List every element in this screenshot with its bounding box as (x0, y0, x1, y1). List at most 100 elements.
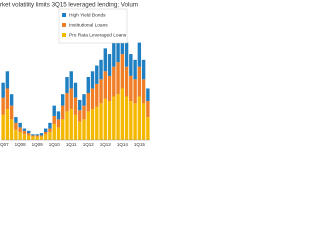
bar-segment (61, 105, 65, 120)
bar-segment (124, 42, 129, 67)
bar-segment (65, 111, 69, 140)
bar-segment (22, 128, 27, 131)
bar-segment (69, 71, 73, 89)
x-tick-label: 1Q11 (66, 142, 77, 147)
bar-segment (61, 119, 65, 140)
bar-segment (90, 109, 95, 140)
bar-segment (56, 127, 61, 140)
bar-segment (26, 130, 31, 134)
bar-segment (48, 131, 52, 140)
bar-segment (107, 101, 112, 140)
bar-segment (48, 128, 52, 132)
bar-segment (78, 99, 82, 111)
bar-segment (120, 88, 125, 140)
bar-segment (112, 66, 116, 97)
bar-segment (116, 62, 120, 95)
bar-segment (107, 54, 112, 76)
x-tick-label: 1Q09 (32, 142, 44, 147)
bar-segment (146, 88, 150, 102)
x-tick-label: 1Q12 (83, 142, 95, 147)
bar-segment (18, 131, 22, 140)
legend-label: Pro Rata Leveraged Loans (69, 32, 127, 38)
bar-segment (18, 127, 22, 132)
x-tick-label: 1Q15 (134, 142, 146, 147)
bar-segment (65, 77, 69, 94)
bar-segment (48, 122, 52, 129)
bar-segment (9, 94, 14, 106)
chart-title: rket volatility limits 3Q15 leveraged le… (0, 2, 138, 9)
bar-segment (95, 106, 99, 140)
bar-segment (73, 114, 78, 140)
bar-segment (129, 101, 133, 140)
bar-segment (99, 79, 103, 104)
bar-segment (112, 42, 116, 67)
bar-segment (129, 54, 133, 76)
chart: rket volatility limits 3Q15 leveraged le… (0, 0, 150, 150)
x-tick-label: 1Q13 (100, 142, 112, 147)
bar-segment (99, 103, 103, 140)
x-tick-label: 1Q10 (49, 142, 61, 147)
legend-swatch (62, 13, 66, 17)
bar-segment (69, 88, 73, 110)
bar-segment (141, 103, 146, 140)
bar-segment (35, 136, 39, 140)
legend: High Yield Bonds Institutional Loans Pro R… (58, 8, 128, 44)
bar-segment (73, 82, 78, 98)
bar-segment (86, 77, 90, 94)
bar-segment (1, 97, 5, 115)
bar-segment (9, 119, 14, 140)
bar-segment (82, 94, 86, 106)
bar-segment (22, 134, 27, 140)
bar-segment (90, 88, 95, 110)
bar-segment (31, 135, 35, 137)
bar-segment (39, 136, 44, 140)
bar-segment (5, 88, 10, 110)
bar-segment (35, 134, 39, 136)
bar-segment (18, 122, 22, 128)
bar-segment (146, 117, 150, 140)
bar-segment (99, 59, 103, 80)
legend-label: Institutional Loans (69, 22, 108, 28)
bar-segment (9, 105, 14, 120)
bar-segment (52, 105, 56, 116)
legend-swatch (62, 23, 66, 27)
bar-segment (86, 111, 90, 140)
bar-segment (1, 82, 5, 98)
bar-segment (52, 123, 56, 140)
bar-segment (86, 93, 90, 112)
bar-segment (5, 109, 10, 140)
bar-segment (120, 54, 125, 89)
bar-segment (146, 101, 150, 118)
bar-segment (56, 111, 61, 120)
bar-segment (69, 109, 73, 140)
bar-segment (133, 79, 137, 104)
bar-segment (73, 97, 78, 115)
legend-label: High Yield Bonds (69, 12, 106, 18)
bar-segment (82, 119, 86, 140)
plot-area: 1Q07 1Q08 1Q09 1Q10 1Q11 1Q12 1Q13 1Q14 1Q15 (0, 25, 150, 147)
bar-segment (43, 131, 48, 135)
bar-segment (14, 122, 18, 130)
bar-segment (39, 135, 44, 137)
x-tick-label: 1Q07 (0, 142, 9, 147)
bar-segment (124, 66, 129, 97)
bar-segment (31, 134, 35, 136)
bar-segment (78, 121, 82, 140)
bar-segment (95, 83, 99, 107)
legend-swatch (62, 33, 66, 37)
bar-segment (26, 133, 31, 136)
bar-segment (103, 71, 108, 99)
bar-segment (61, 94, 65, 106)
bar-segment (95, 65, 99, 84)
bar-segment (90, 71, 95, 89)
bar-segment (52, 115, 56, 124)
bar-segment (56, 119, 61, 128)
bar-segment (35, 135, 39, 137)
bar-segment (14, 129, 18, 140)
bar-segment (39, 133, 44, 136)
bar-segment (26, 135, 31, 140)
bar-segment (43, 134, 48, 140)
bar-segment (141, 79, 146, 104)
bar-segment (14, 117, 18, 123)
bar-segment (5, 71, 10, 89)
